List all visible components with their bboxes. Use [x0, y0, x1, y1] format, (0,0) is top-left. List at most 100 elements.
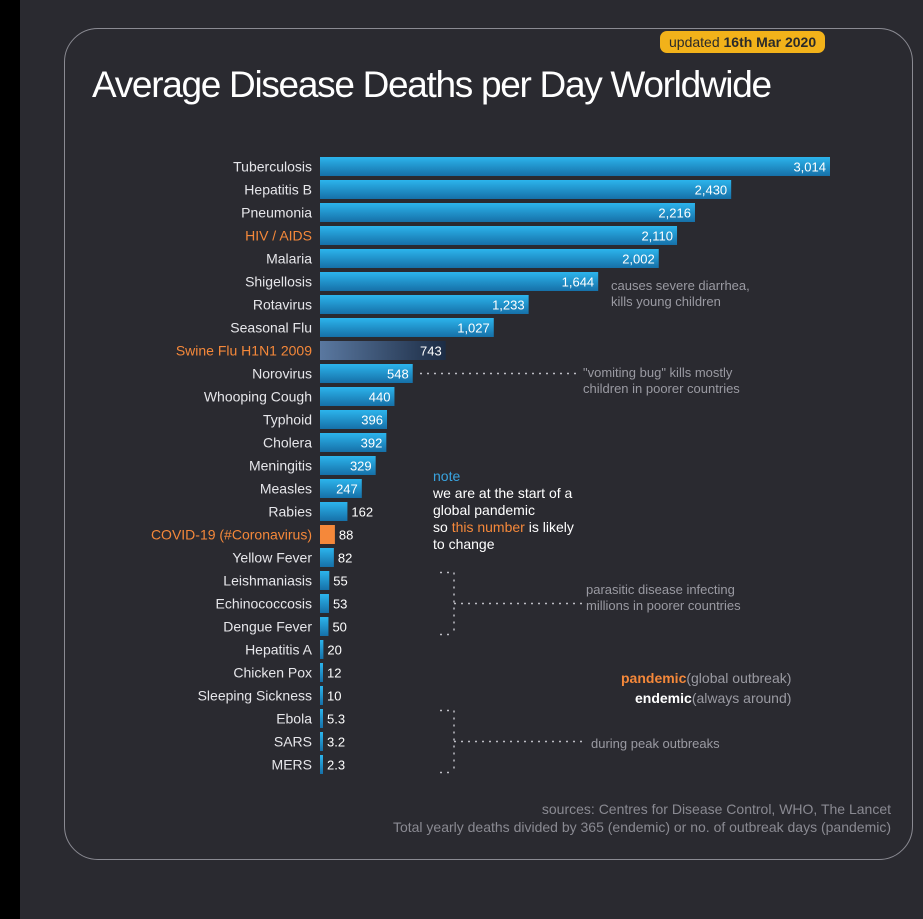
bar [320, 709, 323, 728]
category-label: MERS [272, 757, 312, 773]
bar [320, 295, 529, 314]
category-label: Echinococcosis [216, 596, 313, 612]
value-label: 548 [387, 367, 409, 382]
category-label: Malaria [266, 251, 312, 267]
note-text: is likely [528, 519, 574, 535]
parasitic-note-line: millions in poorer countries [586, 598, 741, 613]
outbreak-annotation: during peak outbreaks [591, 736, 720, 751]
value-label: 55 [333, 574, 347, 589]
value-label: 329 [350, 459, 372, 474]
bar [320, 249, 659, 268]
value-label: 2,110 [641, 229, 673, 244]
bar [320, 755, 323, 774]
category-label: Yellow Fever [232, 550, 312, 566]
value-label: 82 [338, 551, 352, 566]
category-label: Shigellosis [245, 274, 312, 290]
category-label: Hepatitis B [244, 182, 312, 198]
note-line: to change [433, 536, 495, 552]
category-label: Meningitis [249, 458, 312, 474]
bar [320, 318, 494, 337]
category-label: Ebola [276, 711, 312, 727]
value-label: 1,027 [457, 321, 490, 336]
category-label: Norovirus [252, 366, 312, 382]
category-label: Cholera [263, 435, 312, 451]
bar [320, 640, 324, 659]
shigellosis-note-line: kills young children [611, 294, 721, 309]
category-label: Whooping Cough [204, 389, 312, 405]
bar [320, 594, 329, 613]
category-label: Tuberculosis [233, 159, 312, 175]
value-label: 3.2 [327, 735, 345, 750]
norovirus-annotation: "vomiting bug" kills mostly children in … [583, 365, 740, 397]
bar [320, 387, 395, 406]
category-label: Measles [260, 481, 312, 497]
bar [320, 663, 323, 682]
bar [320, 364, 413, 383]
bar [320, 226, 678, 245]
legend-definition: (global outbreak) [686, 670, 792, 686]
note-heading: note [433, 468, 461, 484]
value-label: 12 [327, 666, 341, 681]
value-label: 1,644 [562, 275, 595, 290]
shigellosis-note-line: causes severe diarrhea, [611, 278, 750, 293]
note-text: so [433, 519, 448, 535]
category-label: Swine Flu H1N1 2009 [176, 343, 312, 359]
legend-pandemic: pandemic(global outbreak) [621, 668, 791, 688]
updated-date: 16th Mar 2020 [723, 34, 817, 50]
category-label: COVID-19 (#Coronavirus) [151, 527, 312, 543]
value-label: 1,233 [492, 298, 525, 313]
chart-frame [64, 28, 913, 860]
shigellosis-annotation: causes severe diarrhea, kills young chil… [611, 278, 750, 310]
bar [320, 180, 732, 199]
value-label: 20 [327, 643, 341, 658]
bar [320, 479, 362, 498]
value-label: 2.3 [327, 758, 345, 773]
category-label: Typhoid [263, 412, 312, 428]
bar [320, 617, 329, 636]
value-label: 88 [339, 528, 353, 543]
note-line: so this number is likely [433, 519, 574, 536]
note-line: we are at the start of a [433, 485, 573, 501]
norovirus-note-line: children in poorer countries [583, 381, 740, 396]
value-label: 3,014 [793, 160, 826, 175]
note-highlight: this number [451, 519, 525, 535]
value-label: 2,002 [622, 252, 655, 267]
value-label: 743 [420, 344, 442, 359]
value-label: 396 [361, 413, 383, 428]
bar [320, 571, 330, 590]
method-line: Total yearly deaths divided by 365 (ende… [392, 819, 891, 835]
category-label: HIV / AIDS [245, 228, 312, 244]
category-label: Leishmaniasis [223, 573, 312, 589]
category-label: Rotavirus [253, 297, 312, 313]
category-label: Dengue Fever [223, 619, 312, 635]
category-label: Pneumonia [241, 205, 312, 221]
bar [320, 548, 334, 567]
value-label: 392 [361, 436, 383, 451]
legend: pandemic(global outbreak) endemic(always… [621, 668, 791, 708]
chart-title: Average Disease Deaths per Day Worldwide [92, 64, 772, 105]
pandemic-note: note we are at the start of a global pan… [433, 468, 574, 553]
category-label: Seasonal Flu [230, 320, 312, 336]
bar [320, 272, 599, 291]
bar [320, 157, 830, 176]
infographic: updated 16th Mar 2020 Average Disease De… [20, 0, 923, 919]
value-label: 53 [333, 597, 347, 612]
bar [320, 732, 323, 751]
bar [320, 502, 348, 521]
bar [320, 203, 695, 222]
category-label: SARS [274, 734, 312, 750]
note-line: global pandemic [433, 502, 535, 518]
legend-endemic: endemic(always around) [621, 688, 791, 708]
value-label: 2,430 [695, 183, 728, 198]
value-label: 5.3 [327, 712, 345, 727]
category-label: Hepatitis A [245, 642, 313, 658]
sources-line: sources: Centres for Disease Control, WH… [541, 801, 891, 817]
legend-term: endemic [635, 690, 692, 706]
norovirus-note-line: "vomiting bug" kills mostly [583, 365, 733, 380]
value-label: 10 [327, 689, 341, 704]
value-label: 440 [369, 390, 391, 405]
bar [320, 456, 376, 475]
bar [320, 410, 388, 429]
sources-footer: sources: Centres for Disease Control, WH… [393, 800, 891, 836]
value-label: 50 [332, 620, 346, 635]
